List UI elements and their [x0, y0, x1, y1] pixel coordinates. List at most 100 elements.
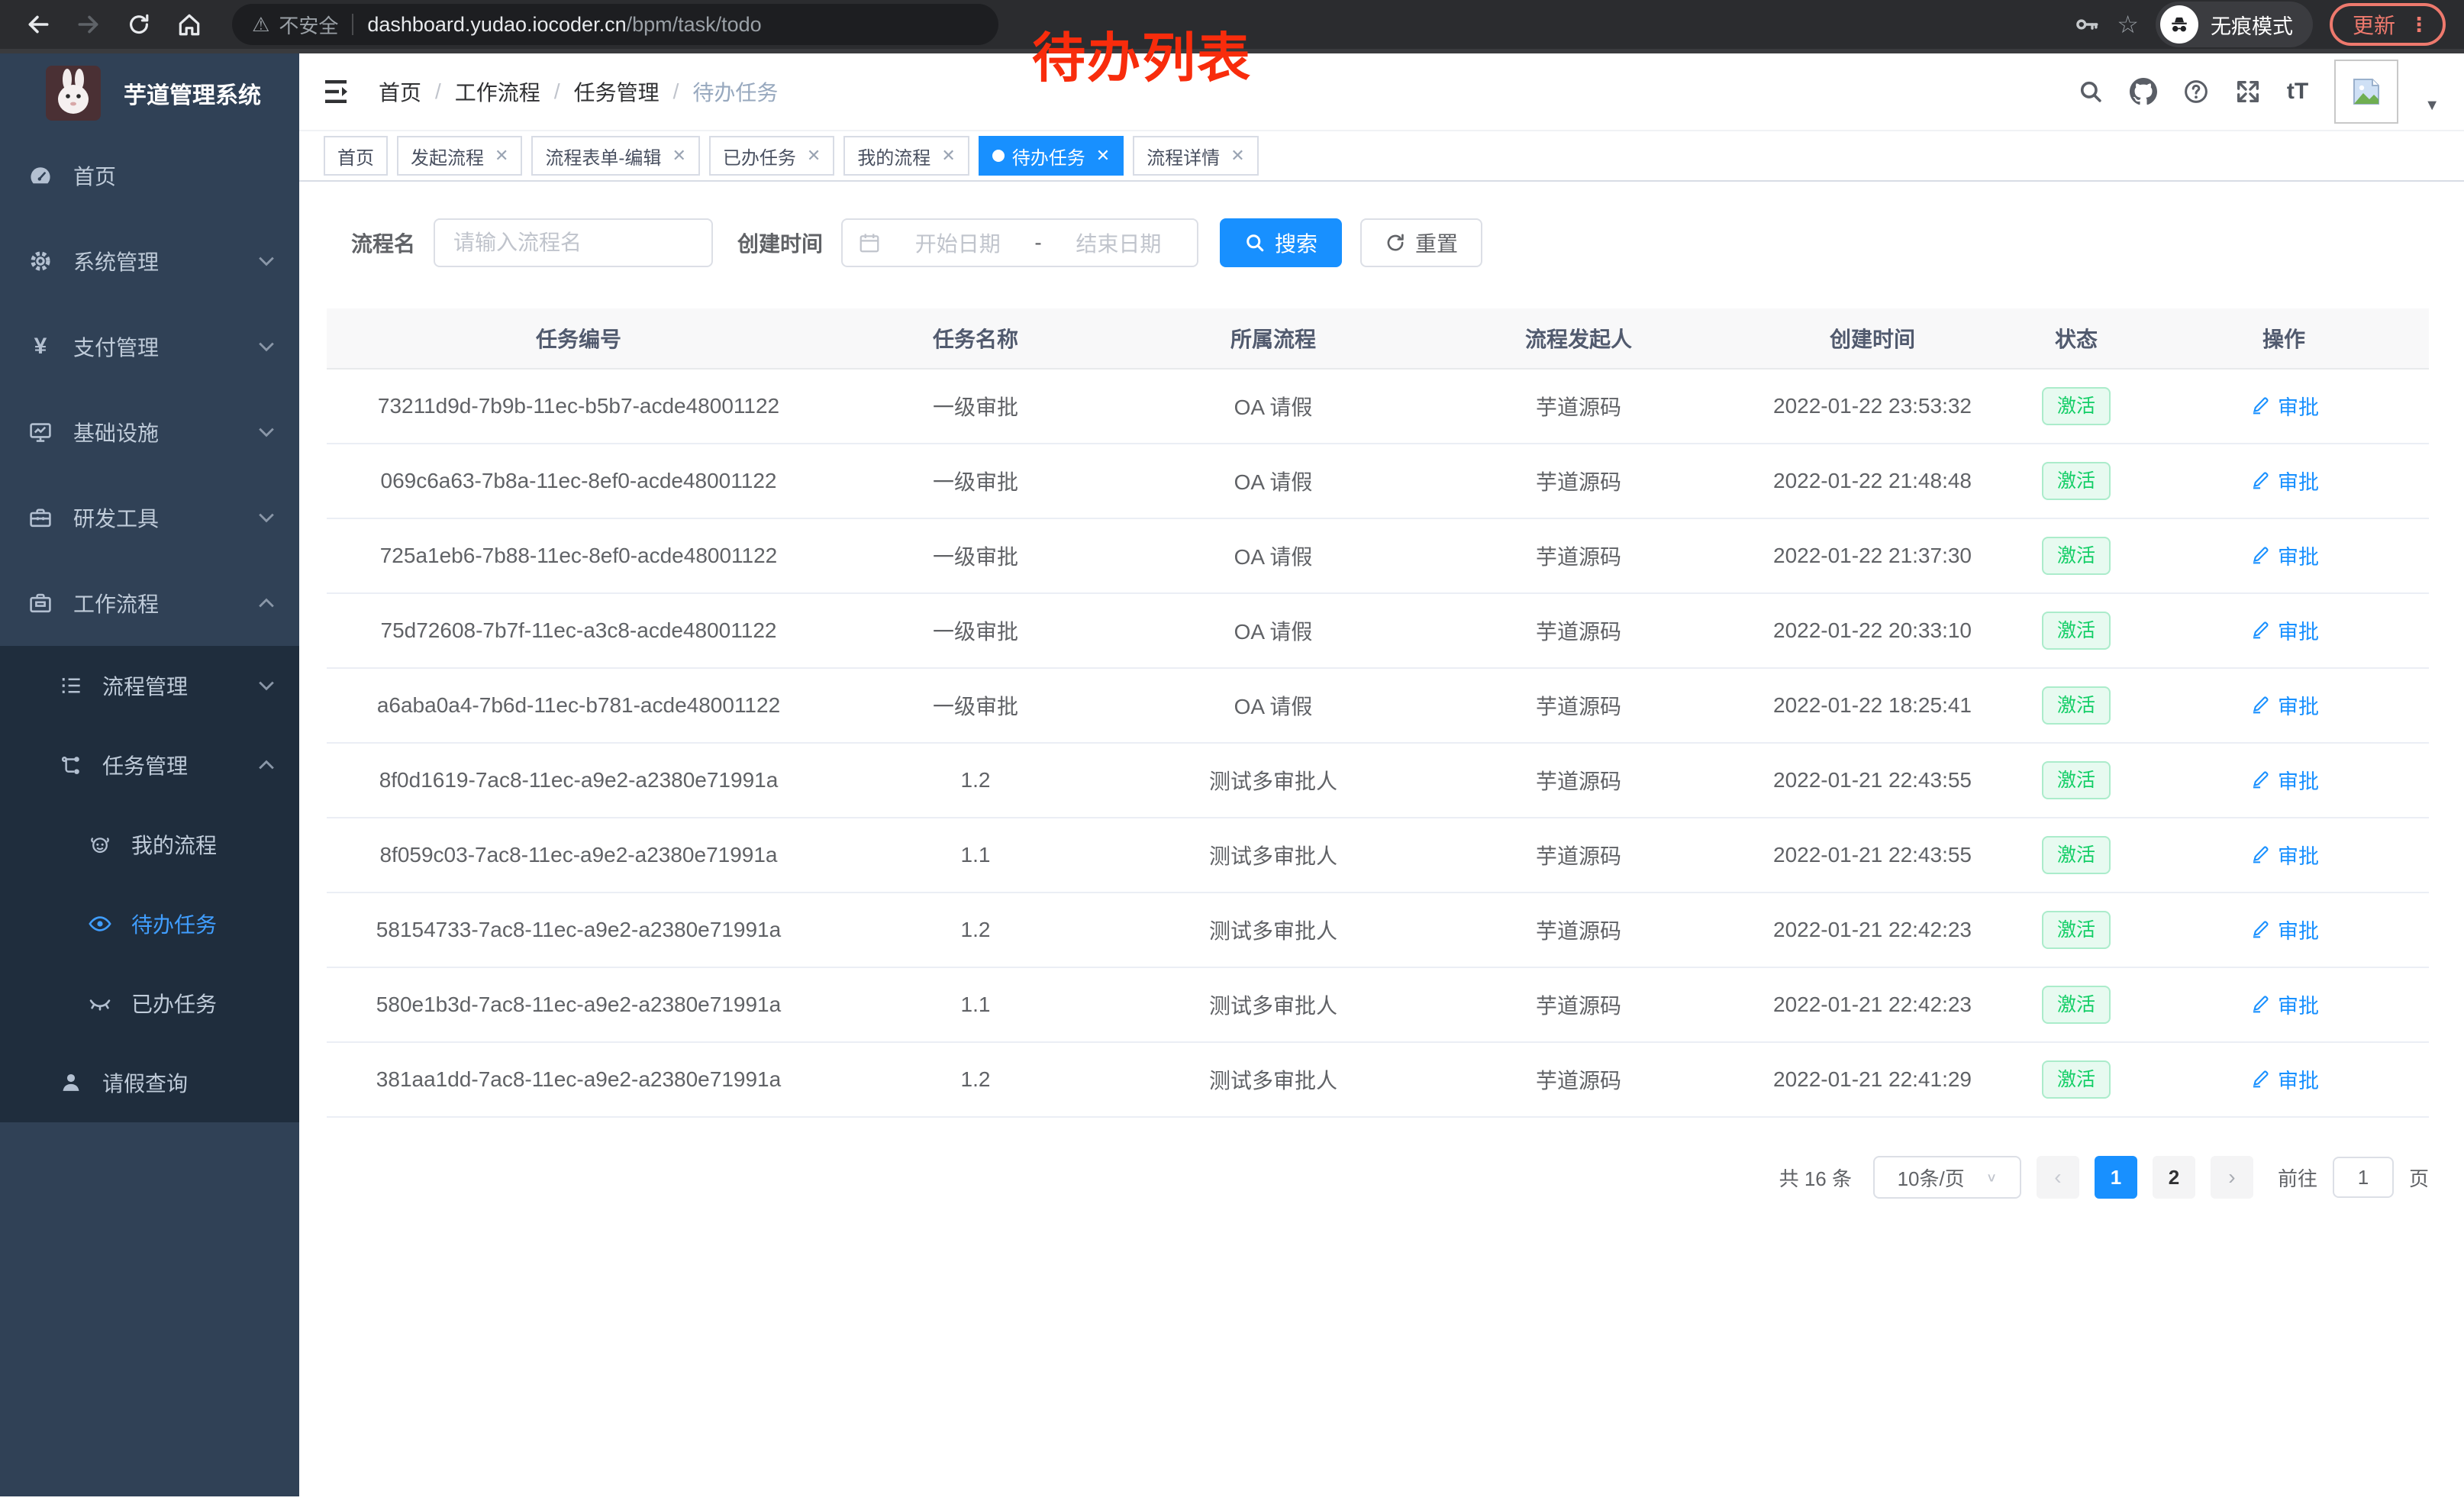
tab-home[interactable]: 首页	[324, 136, 388, 176]
sidebar-item-done-task[interactable]: 已办任务	[0, 964, 299, 1043]
pen-icon	[2253, 547, 2269, 564]
font-size-icon[interactable]: tT	[2286, 79, 2309, 104]
chevron-down-icon: ∨	[1985, 1170, 1998, 1185]
table-cell: 2022-01-22 20:33:10	[1773, 618, 1972, 642]
tab-start-process[interactable]: 发起流程 ✕	[397, 136, 523, 176]
close-icon[interactable]: ✕	[941, 146, 956, 165]
reset-button[interactable]: 重置	[1360, 218, 1483, 267]
col-create-time: 创建时间	[1829, 328, 1915, 351]
update-button[interactable]: 更新 ⋮	[2329, 3, 2446, 46]
navbar-actions: tT ▼	[2078, 60, 2440, 124]
approve-link[interactable]: 审批	[2249, 391, 2319, 421]
approve-link[interactable]: 审批	[2249, 690, 2319, 720]
breadcrumb-home[interactable]: 首页	[379, 81, 422, 105]
close-icon[interactable]: ✕	[495, 146, 509, 165]
broken-image-icon	[2350, 75, 2383, 108]
search-button[interactable]: 搜索	[1220, 218, 1343, 267]
sidebar-item-my-process[interactable]: 我的流程	[0, 805, 299, 884]
sidebar-item-devtools[interactable]: 研发工具	[0, 475, 299, 560]
close-icon[interactable]: ✕	[806, 146, 821, 165]
date-range-picker[interactable]: 开始日期 - 结束日期	[841, 218, 1199, 267]
approve-link[interactable]: 审批	[2249, 840, 2319, 870]
page-size-select[interactable]: 10条/页 ∨	[1872, 1156, 2021, 1199]
help-icon[interactable]	[2183, 79, 2209, 105]
close-icon[interactable]: ✕	[1095, 146, 1111, 165]
eye-closed-icon	[87, 991, 113, 1015]
sidebar-item-infrastructure[interactable]: 基础设施	[0, 389, 299, 475]
approve-link[interactable]: 审批	[2249, 615, 2319, 645]
tab-process-detail[interactable]: 流程详情 ✕	[1133, 136, 1259, 176]
tab-form-edit[interactable]: 流程表单-编辑 ✕	[531, 136, 700, 176]
close-icon[interactable]: ✕	[1230, 146, 1245, 165]
goto-label: 前往	[2277, 1167, 2317, 1190]
table-cell: 审批	[2139, 615, 2429, 647]
back-icon[interactable]	[18, 5, 58, 44]
table-cell: 2022-01-21 22:41:29	[1773, 1067, 1972, 1091]
github-icon[interactable]	[2129, 78, 2157, 105]
sidebar-item-system[interactable]: 系统管理	[0, 218, 299, 304]
approve-link[interactable]: 审批	[2249, 915, 2319, 944]
approve-link[interactable]: 审批	[2249, 989, 2319, 1019]
gear-icon	[27, 249, 53, 273]
tree-icon	[58, 754, 84, 776]
status-badge: 激活	[2041, 836, 2111, 874]
sidebar-item-payment[interactable]: ¥ 支付管理	[0, 304, 299, 389]
prev-page-button[interactable]: ‹	[2036, 1156, 2079, 1199]
table-cell: 芋道源码	[1535, 994, 1621, 1018]
search-icon[interactable]	[2078, 79, 2104, 105]
breadcrumb-task-mgmt[interactable]: 任务管理	[573, 81, 660, 105]
avatar[interactable]	[2334, 60, 2399, 124]
url-path: /bpm/task/todo	[626, 12, 762, 36]
approve-link[interactable]: 审批	[2249, 466, 2319, 495]
table-row: 381aa1dd-7ac8-11ec-a9e2-a2380e71991a 1.2 测…	[327, 1043, 2429, 1118]
close-icon[interactable]: ✕	[672, 146, 686, 165]
eye-icon	[87, 912, 113, 936]
goto-page-input[interactable]	[2332, 1157, 2394, 1198]
page-button-1[interactable]: 1	[2094, 1156, 2137, 1199]
table-cell: 激活	[2014, 986, 2139, 1024]
approve-link[interactable]: 审批	[2249, 1064, 2319, 1094]
chevron-down-icon[interactable]: ▼	[2424, 96, 2440, 114]
browser-toolbar: ⚠ 不安全 dashboard.yudao.iocoder.cn/bpm/tas…	[0, 0, 2464, 53]
security-label[interactable]: 不安全	[279, 14, 339, 37]
fullscreen-icon[interactable]	[2235, 79, 2261, 105]
page-button-2[interactable]: 2	[2152, 1156, 2195, 1199]
sidebar-item-workflow[interactable]: 工作流程	[0, 560, 299, 646]
breadcrumb-current: 待办任务	[692, 81, 779, 105]
address-bar[interactable]: ⚠ 不安全 dashboard.yudao.iocoder.cn/bpm/tas…	[232, 4, 998, 45]
star-icon[interactable]: ☆	[2117, 11, 2139, 38]
approve-link[interactable]: 审批	[2249, 541, 2319, 570]
forward-icon[interactable]	[69, 5, 108, 44]
sidebar-item-process-mgmt[interactable]: 流程管理	[0, 646, 299, 725]
next-page-button[interactable]: ›	[2210, 1156, 2253, 1199]
table-cell: 2022-01-21 22:43:55	[1773, 843, 1972, 867]
key-icon[interactable]	[2074, 11, 2100, 37]
approve-link[interactable]: 审批	[2249, 765, 2319, 795]
table-cell: OA 请假	[1234, 395, 1313, 419]
pen-icon	[2253, 921, 2269, 938]
sidebar-item-todo-task[interactable]: 待办任务	[0, 884, 299, 964]
home-icon[interactable]	[169, 5, 209, 44]
tab-todo-task[interactable]: 待办任务 ✕	[978, 136, 1124, 176]
sidebar-logo[interactable]: 芋道管理系统	[0, 53, 299, 133]
sidebar-item-task-mgmt[interactable]: 任务管理	[0, 725, 299, 805]
tab-my-process[interactable]: 我的流程 ✕	[843, 136, 969, 176]
process-name-input[interactable]	[434, 218, 714, 267]
dashboard-icon	[27, 163, 53, 188]
kebab-menu-icon[interactable]: ⋮	[2409, 13, 2429, 36]
table-row: 8f059c03-7ac8-11ec-a9e2-a2380e71991a 1.1 测…	[327, 818, 2429, 893]
breadcrumb-workflow[interactable]: 工作流程	[454, 81, 540, 105]
sidebar-item-leave-query[interactable]: 请假查询	[0, 1043, 299, 1122]
sidebar-item-home[interactable]: 首页	[0, 133, 299, 218]
table-cell: OA 请假	[1234, 620, 1313, 644]
reload-icon[interactable]	[119, 5, 159, 44]
tab-done-task[interactable]: 已办任务 ✕	[708, 136, 835, 176]
process-name-label: 流程名	[351, 232, 416, 256]
table-row: 8f0d1619-7ac8-11ec-a9e2-a2380e71991a 1.2 测…	[327, 744, 2429, 818]
monitor-icon	[27, 420, 53, 444]
table-cell: 芋道源码	[1535, 770, 1621, 793]
col-task-name: 任务名称	[932, 328, 1018, 351]
hamburger-icon[interactable]	[324, 79, 354, 105]
create-time-label: 创建时间	[737, 232, 824, 256]
col-task-id: 任务编号	[535, 328, 621, 351]
